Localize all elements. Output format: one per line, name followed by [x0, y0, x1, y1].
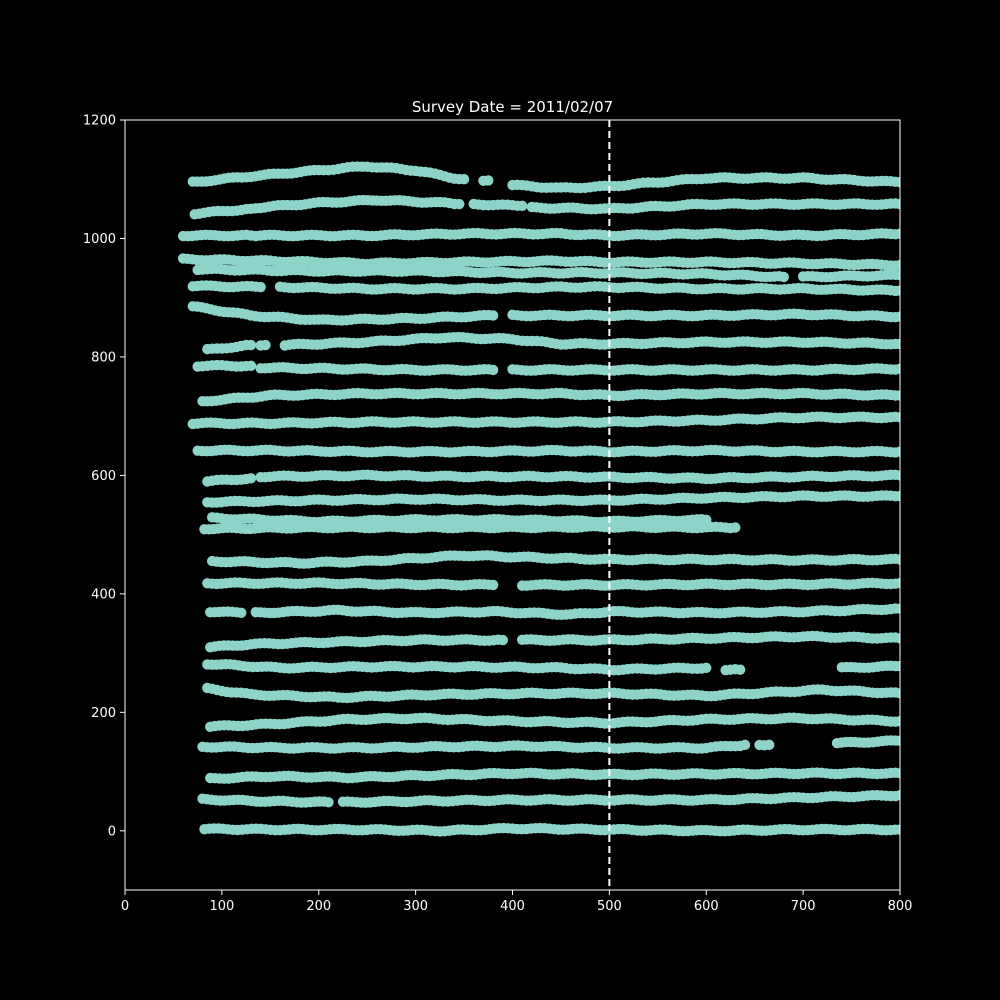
data-point: [701, 514, 712, 526]
data-point: [236, 607, 247, 618]
data-point: [894, 824, 900, 835]
data-point: [255, 281, 266, 293]
x-axis: 0 100 200 300 400 500 600 700 800: [121, 890, 913, 914]
data-point: [894, 768, 900, 779]
data-point: [487, 579, 499, 591]
data-point: [894, 390, 900, 401]
data-point: [323, 797, 334, 808]
y-tick-label: 600: [91, 469, 116, 484]
data-point: [894, 715, 900, 727]
data-point: [701, 662, 712, 674]
y-tick-label: 1000: [83, 232, 116, 247]
data-point: [894, 633, 900, 644]
data-point: [894, 577, 900, 589]
x-tick-label: 400: [500, 899, 525, 914]
chart-title: Survey Date = 2011/02/07: [412, 98, 613, 116]
data-point: [894, 688, 900, 699]
data-point: [245, 473, 257, 484]
data-point: [894, 269, 900, 281]
data-point: [894, 285, 900, 296]
data-point: [894, 338, 900, 350]
data-point: [894, 259, 900, 271]
x-tick-label: 200: [306, 899, 331, 914]
data-point: [764, 739, 775, 751]
data-point: [483, 175, 494, 186]
y-tick-label: 400: [91, 587, 116, 602]
data-point: [730, 522, 741, 533]
y-tick-label: 0: [108, 824, 116, 839]
data-point: [516, 200, 528, 212]
y-axis: 0 200 400 600 800 1000 1200: [83, 114, 125, 839]
x-tick-label: 500: [597, 899, 622, 914]
x-tick-label: 700: [791, 899, 816, 914]
data-point: [894, 490, 900, 502]
data-point: [260, 339, 271, 351]
data-points: [177, 161, 900, 837]
data-point: [894, 470, 900, 481]
data-point: [739, 739, 751, 751]
y-tick-label: 200: [91, 706, 116, 721]
data-point: [497, 634, 509, 646]
data-point: [778, 271, 789, 283]
data-point: [894, 311, 900, 322]
data-point: [245, 339, 257, 351]
y-tick-label: 1200: [83, 114, 116, 129]
data-point: [734, 664, 746, 675]
x-tick-label: 800: [888, 899, 913, 914]
x-tick-label: 300: [403, 899, 428, 914]
data-point: [487, 364, 499, 376]
data-point: [894, 735, 900, 746]
y-tick-label: 800: [91, 350, 116, 365]
data-point: [894, 412, 900, 423]
data-point: [894, 554, 900, 565]
data-point: [454, 198, 465, 210]
data-point: [894, 603, 900, 614]
data-point: [894, 228, 900, 239]
data-point: [894, 446, 900, 457]
data-point: [894, 790, 900, 801]
data-point: [894, 363, 900, 374]
x-tick-label: 0: [121, 899, 129, 914]
x-tick-label: 600: [694, 899, 719, 914]
x-tick-label: 100: [209, 899, 234, 914]
data-point: [245, 360, 257, 372]
data-point: [894, 198, 900, 210]
data-point: [894, 176, 900, 188]
data-point: [487, 310, 499, 321]
data-point: [894, 660, 900, 672]
data-point: [458, 174, 470, 185]
